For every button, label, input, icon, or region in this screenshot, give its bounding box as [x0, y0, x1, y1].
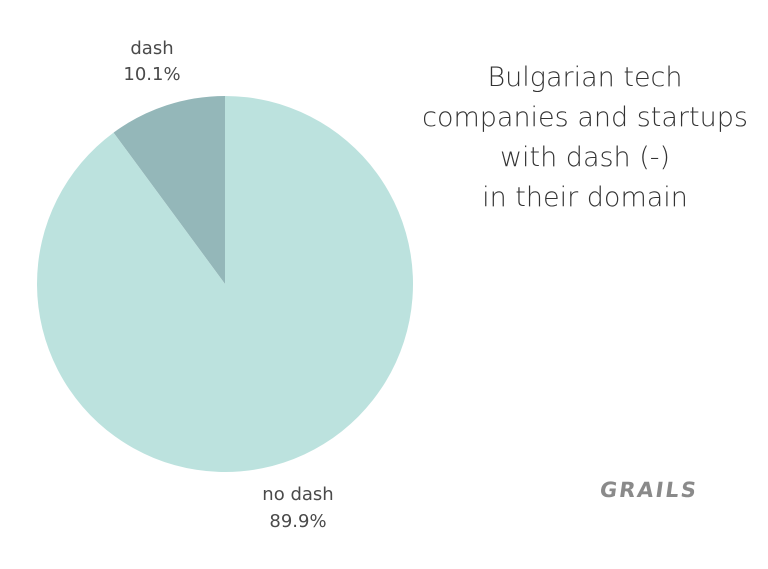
slice-label-dash: dash — [130, 38, 173, 59]
slice-value-no-dash: 89.9% — [269, 511, 326, 532]
chart-title: Bulgarian tech companies and startups wi… — [415, 58, 755, 218]
chart-title-line-2: companies and startups — [422, 102, 748, 133]
chart-title-line-4: in their domain — [482, 182, 688, 213]
pie-slice-no-dash — [36, 96, 413, 472]
chart-title-line-3: with dash (-) — [499, 142, 671, 173]
chart-title-line-1: Bulgarian tech — [487, 62, 683, 93]
grails-logo: GRAILS — [598, 478, 700, 502]
slice-value-dash: 10.1% — [123, 64, 180, 85]
pie-slice-dash — [113, 96, 225, 284]
slice-label-no-dash: no dash — [262, 484, 333, 505]
pie-slices — [36, 96, 413, 472]
